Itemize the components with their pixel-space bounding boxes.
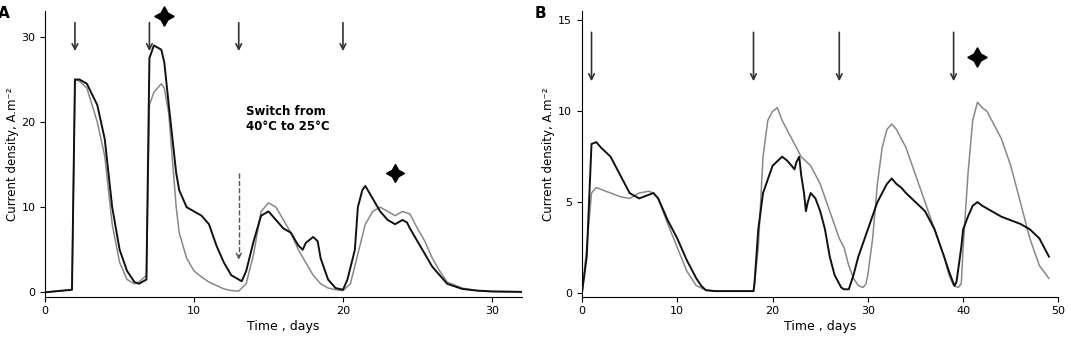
Y-axis label: Current density, A.m⁻²: Current density, A.m⁻² — [543, 87, 556, 221]
Y-axis label: Current density, A.m⁻²: Current density, A.m⁻² — [5, 87, 18, 221]
Text: Switch from
40°C to 25°C: Switch from 40°C to 25°C — [246, 105, 330, 133]
Text: B: B — [534, 6, 546, 21]
X-axis label: Time , days: Time , days — [247, 320, 319, 334]
Text: A: A — [0, 6, 10, 21]
X-axis label: Time , days: Time , days — [784, 320, 857, 334]
